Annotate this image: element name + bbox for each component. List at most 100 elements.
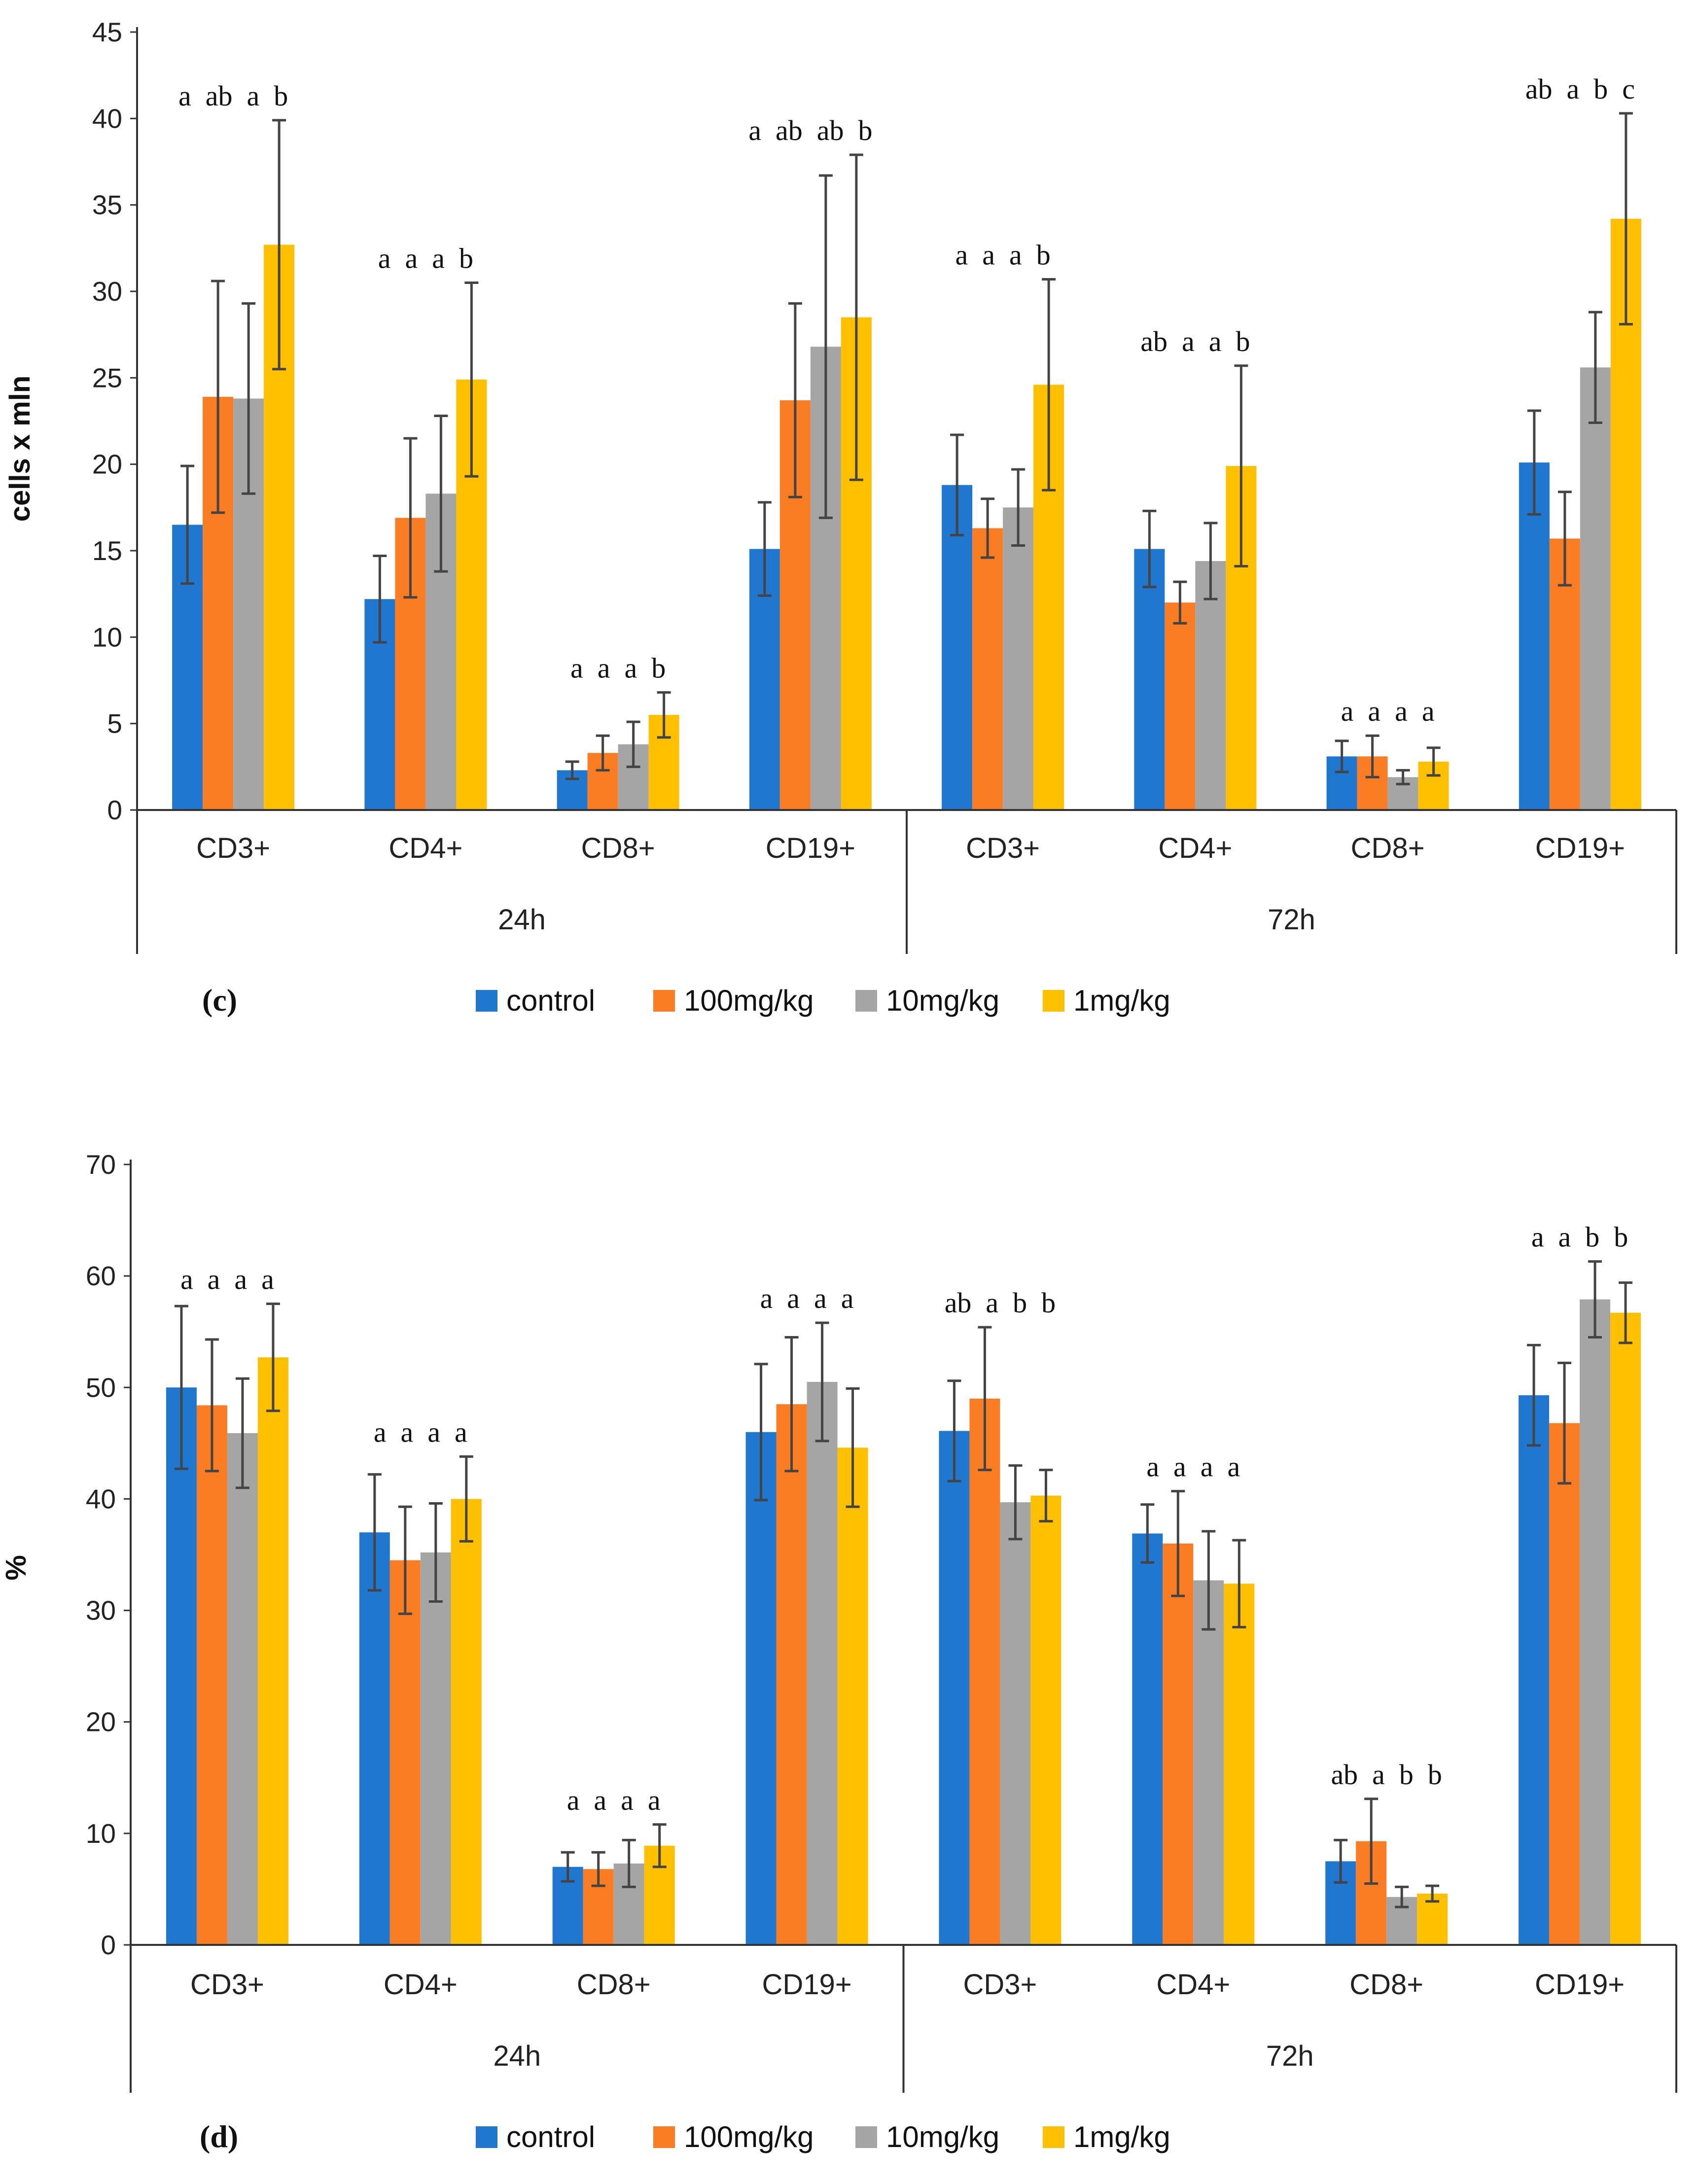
bar-100mg-per-kg [1549,1423,1580,1945]
bar-10mg-per-kg [807,1381,838,1945]
chart-panel-d: 0 10 20 30 40 50 60 70% a a a a a a a a a a a a a a… [0,1149,1677,2154]
y-tick-label: 10 [92,622,122,652]
x-category-label: CD4+ [1156,1969,1230,2001]
y-tick-label: 40 [92,103,122,134]
bar-100mg-per-kg [969,1398,1000,1945]
legend-swatch [653,2126,675,2148]
significance-label: ab a b c [1525,73,1635,105]
significance-label: a a a a [180,1264,274,1296]
y-axis-title: % [0,1555,32,1581]
bar-control [745,1432,777,1945]
significance-label: ab a b b [1331,1759,1442,1791]
y-tick-label: 30 [92,276,122,307]
y-tick-label: 20 [92,449,122,480]
legend-swatch [653,990,675,1012]
chart-panel-c: 0 5 10 15 20 25 30 35 40 45 cells x mln a ab a b a a… [4,17,1677,1018]
bar-100mg-per-kg [972,528,1003,810]
y-tick-label: 45 [92,17,122,47]
significance-label: a a b b [1531,1221,1628,1253]
legend-label: 100mg/kg [684,2120,814,2153]
bar-control [166,1387,197,1945]
x-category-label: CD8+ [1351,832,1425,864]
bar-100mg-per-kg [1165,602,1196,810]
significance-label: a a a a [1341,695,1435,727]
x-group-label: 24h [493,2040,541,2072]
x-category-label: CD8+ [581,832,655,864]
significance-label: a a a b [378,242,473,274]
significance-label: a ab a b [178,80,288,112]
significance-label: a a a b [570,652,666,684]
bar-control [1519,1395,1550,1945]
legend-label: control [506,2120,595,2153]
x-category-label: CD19+ [1535,1969,1625,2001]
y-tick-label: 0 [107,795,122,825]
bar-control [942,485,973,810]
y-tick-label: 70 [86,1149,116,1180]
x-category-label: CD3+ [963,1969,1037,2001]
significance-label: a a a a [374,1416,467,1448]
bar-100mg-per-kg [389,1560,421,1945]
bar-100mg-per-kg [776,1404,807,1945]
x-category-label: CD4+ [384,1969,458,2001]
bar-10mg-per-kg [1003,507,1034,810]
bar-1mg-per-kg [837,1447,868,1945]
y-tick-label: 40 [86,1483,116,1514]
bar-1mg-per-kg [1610,1312,1641,1945]
panel-label: (d) [200,2119,238,2154]
y-tick-label: 50 [86,1372,116,1403]
legend-label: control [506,984,595,1017]
legend-swatch [1043,2126,1064,2148]
y-tick-label: 60 [86,1261,116,1291]
x-category-label: CD8+ [1349,1969,1423,2001]
significance-label: a a a a [567,1784,661,1816]
significance-label: a ab ab b [748,114,872,146]
legend-label: 10mg/kg [886,2120,999,2153]
bar-1mg-per-kg [1224,1584,1255,1945]
legend-label: 1mg/kg [1073,984,1170,1017]
y-axis-title: cells x mln [4,376,36,522]
bar-control [1519,462,1550,810]
legend-swatch [476,2126,497,2148]
significance-label: ab a a b [1140,325,1250,357]
bar-control [1134,549,1165,810]
significance-label: ab a b b [945,1287,1056,1319]
bar-10mg-per-kg [1193,1580,1224,1945]
y-tick-label: 30 [86,1595,116,1626]
x-group-label: 24h [498,904,546,936]
significance-label: a a a b [955,239,1051,271]
bar-control [359,1532,390,1945]
bar-10mg-per-kg [1580,367,1611,810]
y-tick-label: 10 [86,1818,116,1849]
y-tick-label: 15 [92,535,122,566]
bar-1mg-per-kg [1030,1495,1061,1945]
significance-label: a a a a [760,1282,854,1314]
legend-label: 10mg/kg [886,984,999,1017]
x-category-label: CD19+ [762,1969,851,2001]
legend-label: 100mg/kg [684,984,814,1017]
y-tick-label: 25 [92,362,122,393]
legend-swatch [855,990,877,1012]
bar-10mg-per-kg [227,1433,258,1945]
x-category-label: CD3+ [190,1969,264,2001]
bar-100mg-per-kg [1163,1543,1194,1945]
x-category-label: CD19+ [1535,832,1625,864]
x-category-label: CD3+ [966,832,1040,864]
bar-100mg-per-kg [196,1405,227,1945]
bar-10mg-per-kg [1580,1299,1611,1945]
x-category-label: CD8+ [577,1969,651,2001]
x-category-label: CD4+ [389,832,462,864]
bar-10mg-per-kg [420,1552,451,1945]
y-tick-label: 35 [92,190,122,220]
y-tick-label: 20 [86,1707,116,1737]
legend-swatch [855,2126,877,2148]
x-category-label: CD3+ [196,832,270,864]
legend-swatch [1043,990,1064,1012]
x-group-label: 72h [1266,2040,1314,2072]
bar-control [939,1431,970,1945]
bar-1mg-per-kg [451,1499,482,1945]
bar-10mg-per-kg [1000,1502,1031,1945]
x-category-label: CD4+ [1158,832,1232,864]
panel-label: (c) [202,983,237,1018]
bar-1mg-per-kg [257,1357,288,1945]
legend-swatch [476,990,497,1012]
